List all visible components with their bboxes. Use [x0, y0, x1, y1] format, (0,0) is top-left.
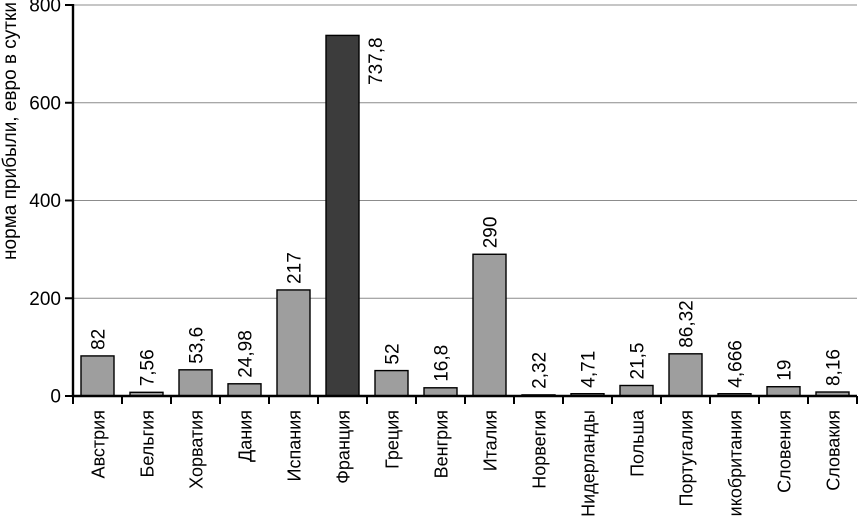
- bar: [276, 289, 311, 397]
- bar: [668, 353, 703, 397]
- category-label: Испания: [285, 410, 305, 481]
- bar-value-label: 8,16: [824, 349, 845, 386]
- bar: [325, 34, 360, 397]
- bar: [80, 355, 115, 397]
- bar: [423, 387, 458, 397]
- category-label: Великобритания: [726, 410, 746, 516]
- bar-value-label: 7,56: [138, 349, 159, 386]
- bar: [374, 369, 409, 397]
- bar-value-label: 53,6: [187, 327, 208, 364]
- bar: [619, 384, 654, 397]
- category-label: Норвегия: [530, 410, 550, 489]
- y-tick-label: 800: [29, 0, 61, 17]
- bar-value-label: 16,8: [432, 345, 453, 382]
- y-tick-label: 400: [29, 191, 61, 212]
- bar-value-label: 19: [775, 360, 796, 381]
- category-label: Словения: [775, 410, 795, 493]
- bar: [472, 253, 507, 397]
- category-label: Польша: [628, 409, 648, 477]
- bar-value-label: 4,71: [579, 351, 600, 388]
- y-tick-label: 200: [29, 289, 61, 310]
- bar-value-label: 2,32: [530, 352, 551, 389]
- category-label: Франция: [334, 410, 354, 484]
- bar-value-label: 290: [481, 217, 502, 249]
- bar: [178, 369, 213, 397]
- bar: [766, 386, 801, 397]
- bar-value-label: 82: [89, 329, 110, 350]
- category-label: Венгрия: [432, 410, 452, 478]
- category-label: Бельгия: [138, 410, 158, 477]
- y-tick-label: 0: [50, 387, 61, 408]
- bar-value-label: 21,5: [628, 343, 649, 380]
- bar-value-label: 737,8: [366, 37, 387, 85]
- bar-value-label: 4,666: [726, 340, 747, 388]
- bar-value-label: 24,98: [236, 330, 257, 378]
- y-tick-label: 600: [29, 93, 61, 114]
- category-label: Италия: [481, 410, 501, 471]
- category-label: Португалия: [677, 410, 697, 507]
- category-label: Нидерланды: [579, 410, 599, 516]
- bar: [227, 383, 262, 397]
- y-axis-title: норма прибыли, евро в сутки: [0, 2, 21, 260]
- category-label: Словакия: [824, 410, 844, 491]
- category-label: Дания: [236, 410, 256, 462]
- bar-value-label: 52: [383, 343, 404, 364]
- bar-value-label: 217: [285, 252, 306, 284]
- category-label: Австрия: [89, 410, 109, 478]
- bar-value-label: 86,32: [677, 300, 698, 348]
- category-label: Хорватия: [187, 410, 207, 489]
- category-label: Греция: [383, 410, 403, 469]
